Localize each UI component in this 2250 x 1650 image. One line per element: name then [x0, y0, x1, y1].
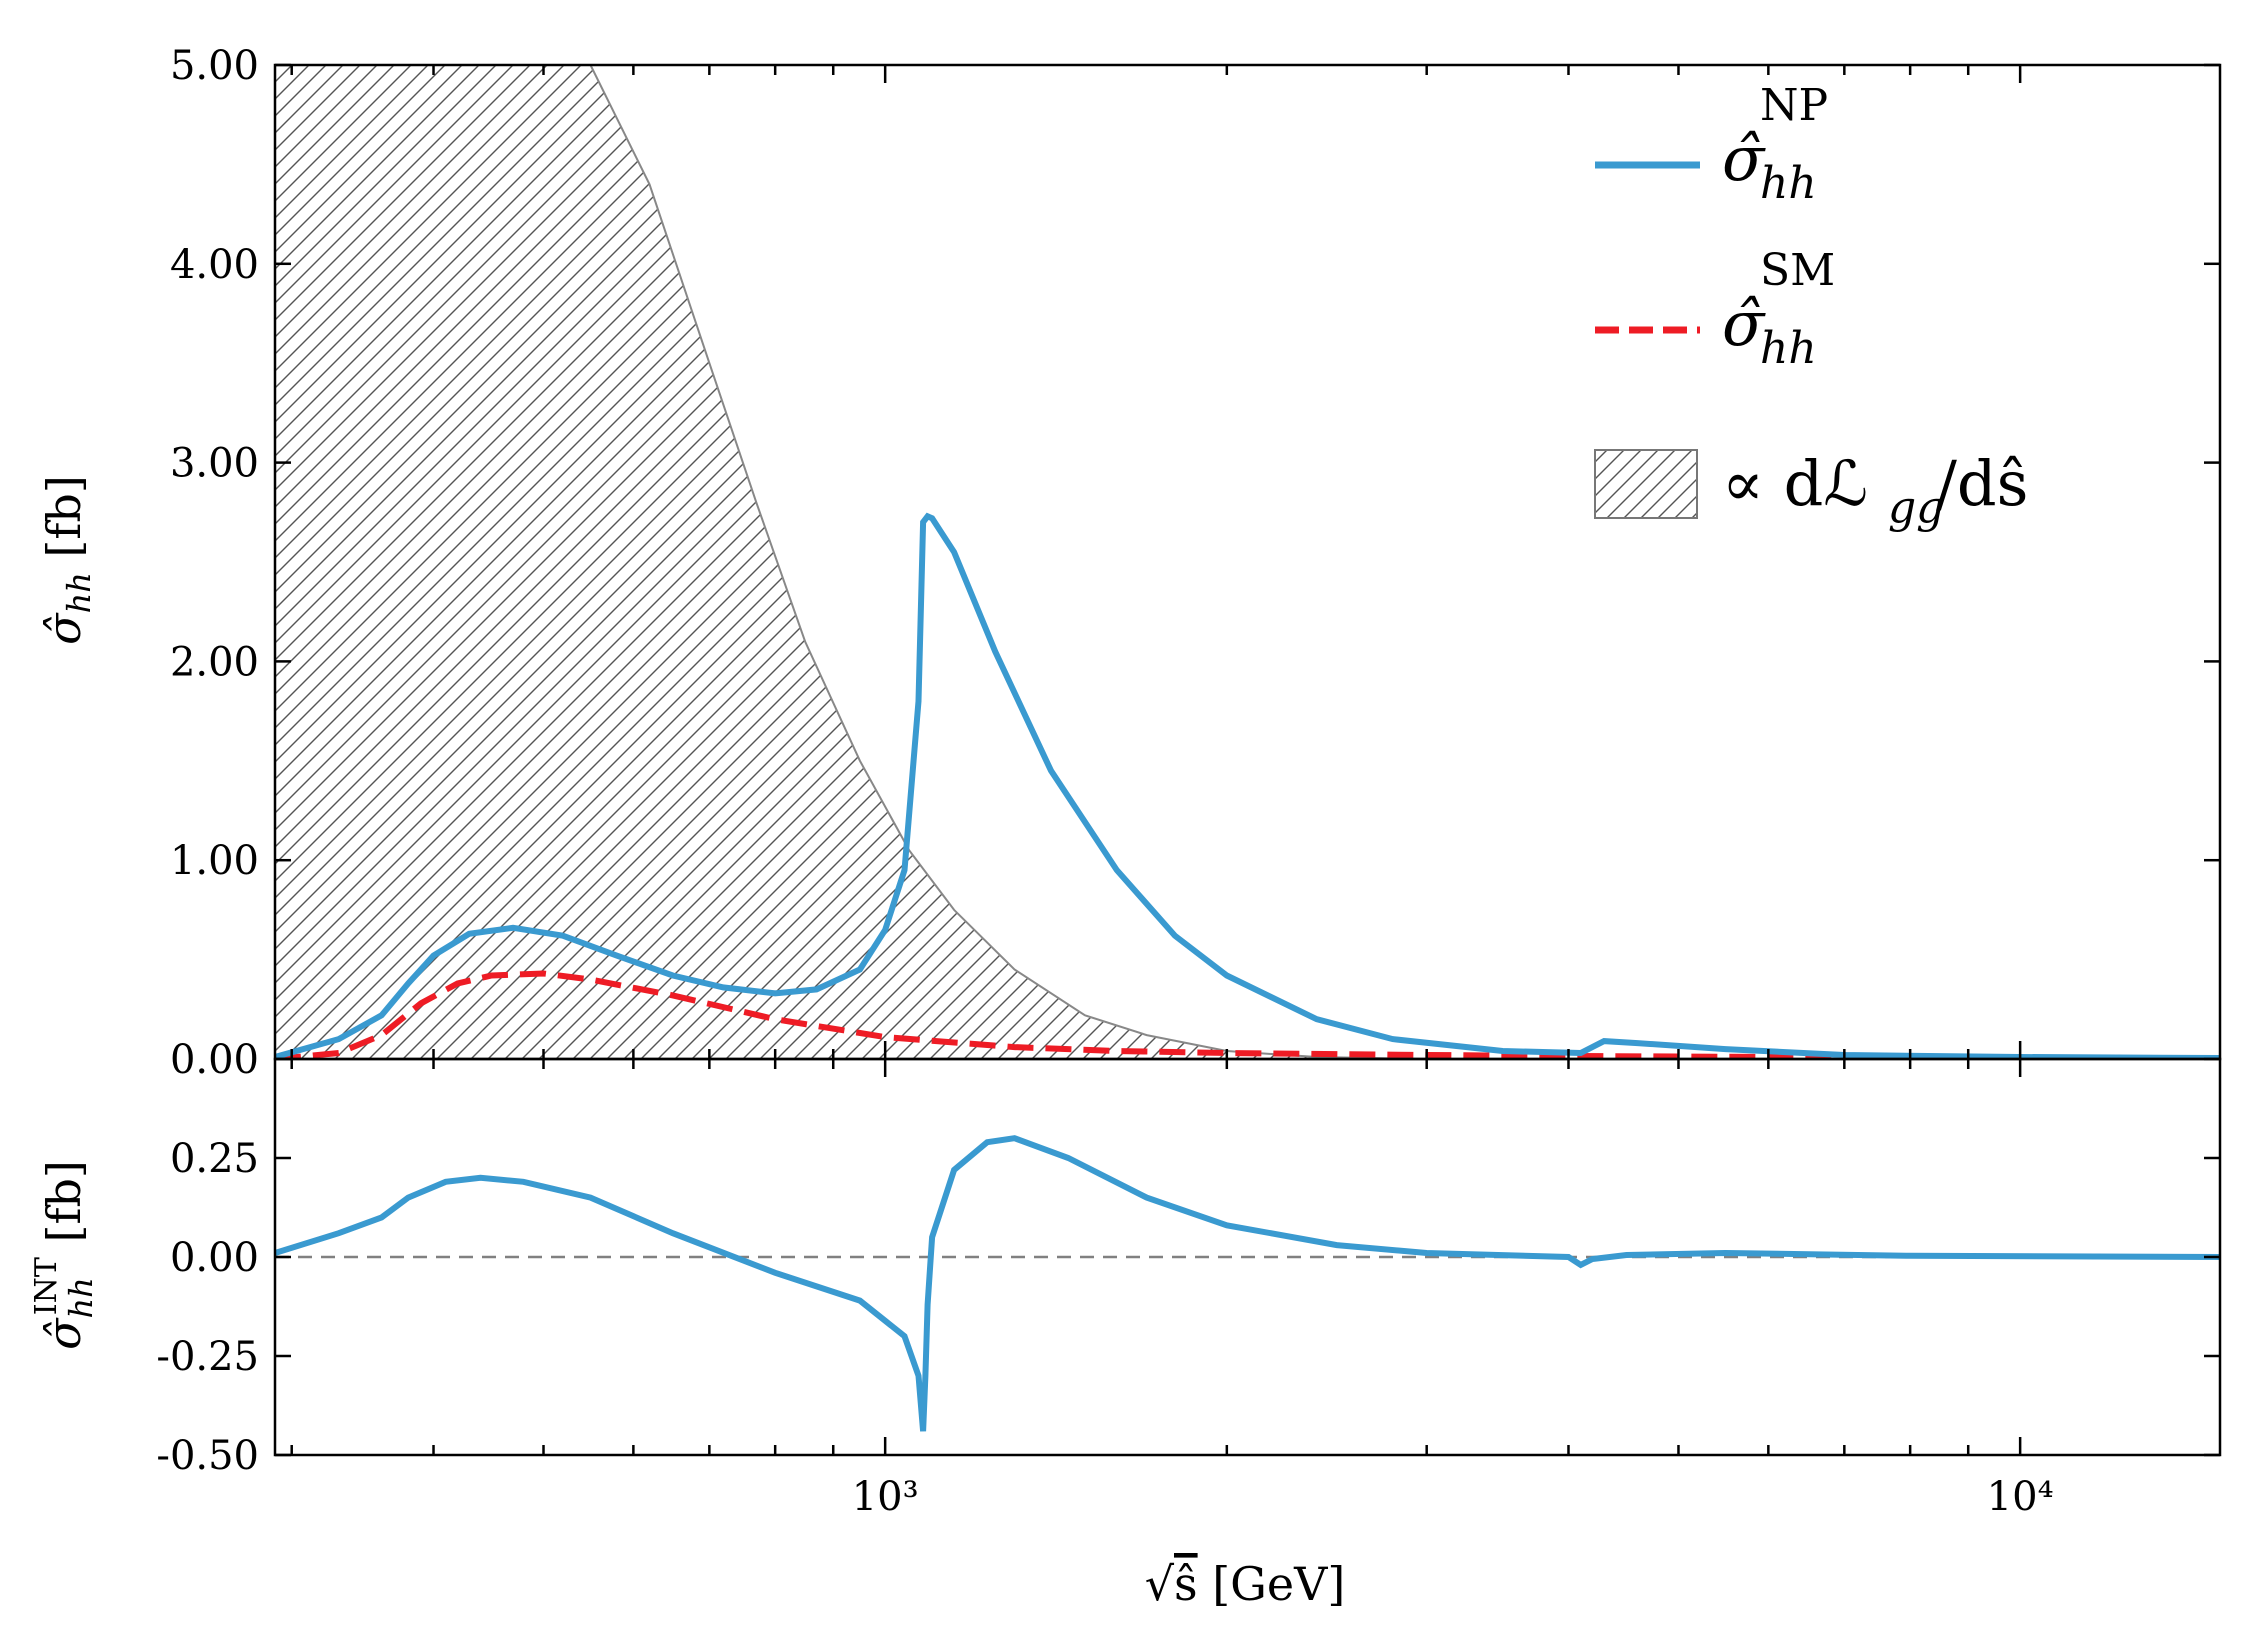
x-tick-label: 10³ — [852, 1474, 919, 1520]
upper-y-tick-label: 4.00 — [170, 242, 259, 288]
upper-y-tick-label: 1.00 — [170, 838, 259, 884]
x-tick-label: 10⁴ — [1987, 1474, 2054, 1520]
upper-y-tick-label: 5.00 — [170, 43, 259, 89]
legend: σ̂ hh NP σ̂ hh SM ∝ dℒ gg /dŝ — [1594, 80, 2028, 533]
lower-y-tick-label: 0.00 — [170, 1235, 259, 1281]
lower-y-tick-label: -0.50 — [156, 1433, 259, 1479]
np-series-line — [275, 512, 2220, 1059]
svg-text:hh: hh — [1760, 323, 1817, 374]
lower-y-axis-label: σ̂hhINT [fb] — [29, 1160, 100, 1350]
svg-text:hh: hh — [1760, 158, 1817, 209]
lower-y-tick-label: -0.25 — [156, 1334, 259, 1380]
upper-y-tick-label: 2.00 — [170, 639, 259, 685]
x-axis-label: √ŝ [GeV] — [1145, 1557, 1346, 1611]
legend-item-luminosity: ∝ dℒ gg /dŝ — [1594, 447, 2028, 533]
svg-text:/dŝ: /dŝ — [1936, 447, 2028, 520]
tick-marks — [275, 63, 2220, 1457]
lower-y-tick-label: 0.25 — [170, 1136, 259, 1182]
upper-y-axis-label: σ̂hh [fb] — [37, 475, 98, 645]
int-series-line — [275, 1135, 2220, 1432]
legend-item-np: σ̂ hh NP — [1595, 80, 1828, 209]
upper-plot-area — [275, 65, 2220, 1059]
upper-y-tick-label: 3.00 — [170, 441, 259, 487]
lower-plot-area — [275, 1135, 2220, 1432]
legend-item-sm: σ̂ hh SM — [1595, 245, 1835, 374]
upper-y-tick-label: 0.00 — [170, 1037, 259, 1083]
svg-text:σ̂: σ̂ — [1722, 122, 1766, 195]
sm-series-line — [275, 970, 2220, 1059]
tick-labels: 0.00 1.00 2.00 3.00 4.00 5.00 -0.50 -0.25 0.00 0.… — [156, 43, 2053, 1520]
luminosity-hatched-region — [275, 65, 1427, 1059]
svg-text:gg: gg — [1888, 482, 1944, 533]
svg-text:σ̂: σ̂ — [1722, 287, 1766, 360]
svg-text:NP: NP — [1760, 80, 1828, 131]
svg-text:∝ dℒ: ∝ dℒ — [1722, 447, 1868, 520]
svg-text:SM: SM — [1760, 245, 1835, 296]
